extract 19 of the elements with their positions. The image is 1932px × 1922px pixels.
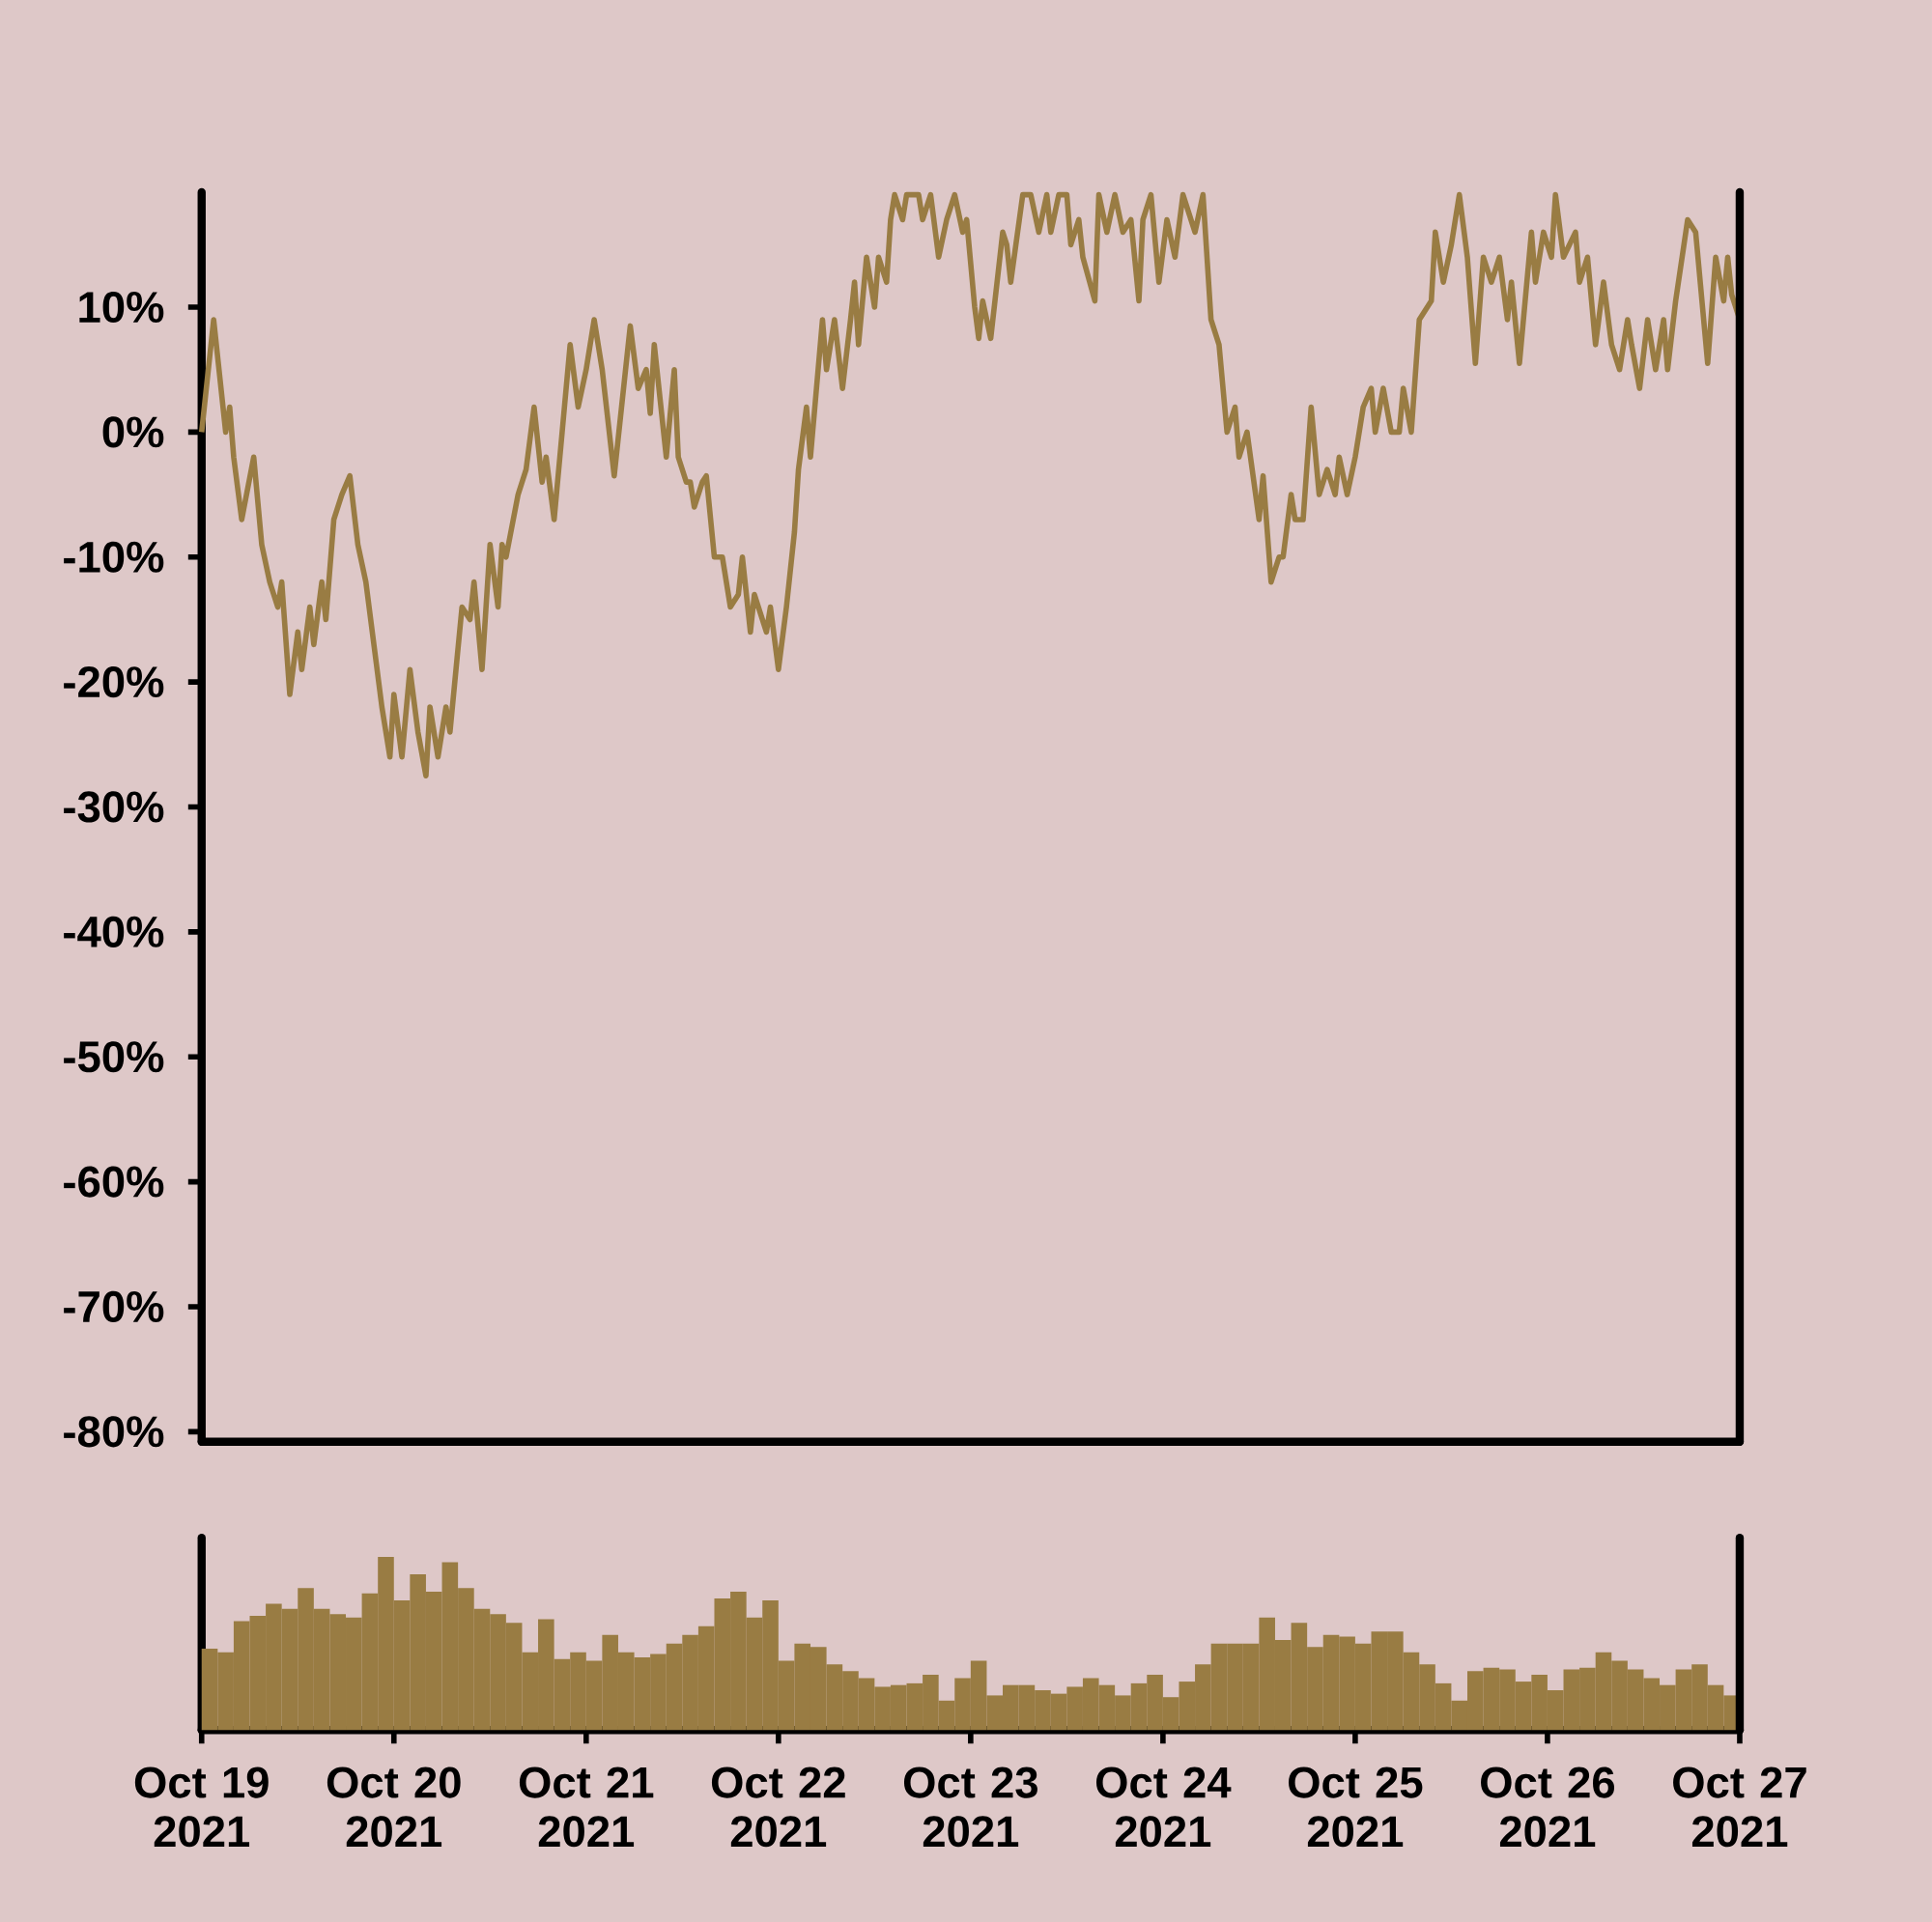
x-tick-label: Oct 27 2021 — [1673, 1767, 1806, 1848]
x-tick-label: Oct 24 2021 — [1095, 1767, 1232, 1848]
y-tick-label: -20% — [64, 665, 164, 698]
x-tick-label: Oct 19 2021 — [134, 1767, 269, 1848]
y-tick-label: -50% — [64, 1041, 164, 1073]
x-tick-label: Oct 22 2021 — [711, 1767, 845, 1848]
y-tick-label: -40% — [64, 916, 164, 947]
y-tick-label: -60% — [64, 1166, 164, 1198]
y-tick-label: -10% — [64, 541, 164, 573]
y-tick-label: -70% — [64, 1290, 164, 1322]
y-tick-label: 0% — [102, 416, 164, 448]
x-tick-label: Oct 23 2021 — [903, 1767, 1037, 1848]
y-tick-label: 10% — [79, 291, 164, 323]
y-tick-label: -80% — [64, 1416, 164, 1448]
x-tick-label: Oct 21 2021 — [519, 1767, 654, 1848]
x-tick-label: Oct 20 2021 — [327, 1767, 461, 1848]
y-tick-label: -30% — [64, 791, 164, 823]
x-tick-label: Oct 25 2021 — [1289, 1767, 1423, 1848]
x-tick-label: Oct 26 2021 — [1481, 1767, 1615, 1848]
